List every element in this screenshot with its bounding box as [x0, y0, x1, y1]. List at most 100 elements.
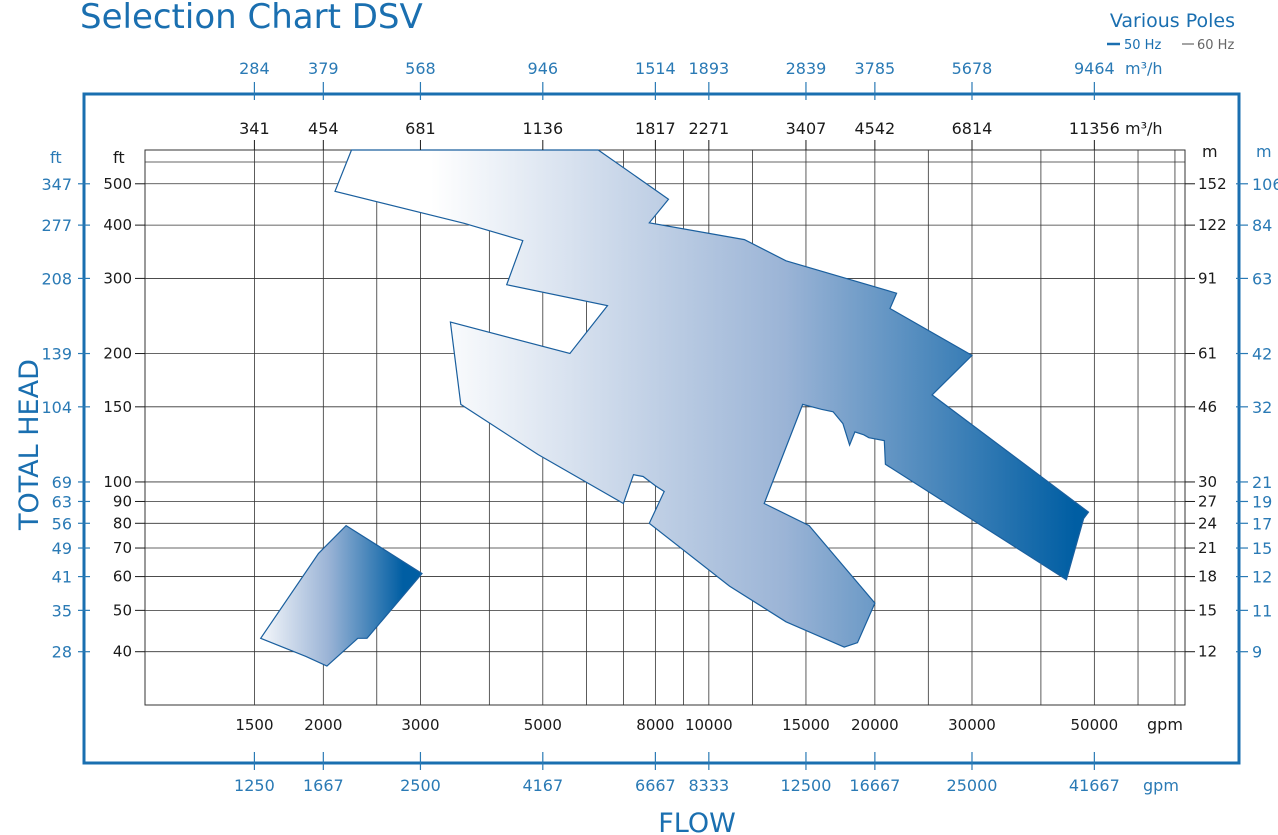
tick-m3h-60hz-9464: 9464 — [1074, 59, 1115, 78]
tick-m-50hz-21: 21 — [1198, 539, 1217, 557]
unit-ft-left-outer: ft — [50, 148, 62, 167]
tick-m3h-50hz-341: 341 — [239, 119, 270, 138]
y-axis-title: TOTAL HEAD — [14, 359, 45, 531]
tick-m3h-60hz-946: 946 — [528, 59, 559, 78]
tick-m-60hz-17: 17 — [1252, 514, 1272, 533]
tick-m-50hz-15: 15 — [1198, 601, 1217, 619]
tick-m3h-50hz-11356: 11356 — [1069, 119, 1120, 138]
tick-gpm-50hz-15000: 15000 — [782, 716, 830, 734]
tick-ft-60hz-208: 208 — [41, 269, 72, 288]
region-large — [334, 149, 1090, 648]
tick-gpm-50hz-1500: 1500 — [235, 716, 273, 734]
tick-m3h-50hz-2271: 2271 — [688, 119, 729, 138]
tick-gpm-50hz-5000: 5000 — [524, 716, 562, 734]
tick-m-50hz-12: 12 — [1198, 643, 1217, 661]
tick-gpm-50hz-8000: 8000 — [636, 716, 674, 734]
unit-m3h-top-outer: m³/h — [1125, 59, 1163, 78]
tick-m-60hz-15: 15 — [1252, 539, 1272, 558]
tick-m3h-60hz-284: 284 — [239, 59, 270, 78]
tick-m-50hz-122: 122 — [1198, 216, 1227, 234]
tick-gpm-60hz-8333: 8333 — [688, 776, 729, 795]
tick-gpm-60hz-6667: 6667 — [635, 776, 676, 795]
tick-m-50hz-27: 27 — [1198, 492, 1217, 510]
x-axis-title: FLOW — [658, 808, 736, 835]
tick-m3h-60hz-2839: 2839 — [786, 59, 827, 78]
tick-gpm-60hz-1667: 1667 — [303, 776, 344, 795]
tick-m-60hz-32: 32 — [1252, 398, 1272, 417]
tick-m3h-50hz-6814: 6814 — [952, 119, 993, 138]
tick-m3h-60hz-379: 379 — [308, 59, 339, 78]
tick-m3h-50hz-454: 454 — [308, 119, 339, 138]
tick-gpm-50hz-50000: 50000 — [1070, 716, 1118, 734]
unit-m-right-outer: m — [1256, 142, 1272, 161]
tick-ft-60hz-277: 277 — [41, 216, 72, 235]
tick-m-60hz-21: 21 — [1252, 473, 1272, 492]
tick-ft-50hz-150: 150 — [103, 398, 132, 416]
tick-gpm-60hz-12500: 12500 — [781, 776, 832, 795]
tick-m-50hz-152: 152 — [1198, 175, 1227, 193]
tick-ft-50hz-300: 300 — [103, 269, 132, 287]
tick-m3h-50hz-1136: 1136 — [522, 119, 563, 138]
tick-ft-50hz-90: 90 — [113, 492, 132, 510]
tick-ft-60hz-139: 139 — [41, 345, 72, 364]
tick-ft-50hz-70: 70 — [113, 539, 132, 557]
outer-frame — [82, 92, 1241, 765]
unit-ft-left-inner: ft — [113, 148, 125, 167]
tick-ft-60hz-49: 49 — [52, 539, 72, 558]
tick-gpm-60hz-2500: 2500 — [400, 776, 441, 795]
tick-m-50hz-91: 91 — [1198, 269, 1217, 287]
tick-ft-60hz-35: 35 — [52, 601, 72, 620]
tick-m-60hz-11: 11 — [1252, 601, 1272, 620]
tick-m3h-50hz-681: 681 — [405, 119, 436, 138]
tick-m-60hz-42: 42 — [1252, 345, 1272, 364]
tick-gpm-50hz-2000: 2000 — [304, 716, 342, 734]
tick-m3h-60hz-5678: 5678 — [952, 59, 993, 78]
tick-m-50hz-30: 30 — [1198, 473, 1217, 491]
tick-m-60hz-63: 63 — [1252, 269, 1272, 288]
tick-gpm-60hz-25000: 25000 — [947, 776, 998, 795]
tick-ft-60hz-347: 347 — [41, 175, 72, 194]
tick-ft-60hz-28: 28 — [52, 643, 72, 662]
tick-ft-60hz-69: 69 — [52, 473, 72, 492]
tick-ft-50hz-50: 50 — [113, 601, 132, 619]
tick-gpm-60hz-4167: 4167 — [522, 776, 563, 795]
tick-ft-50hz-500: 500 — [103, 175, 132, 193]
tick-ft-60hz-41: 41 — [52, 568, 72, 587]
tick-m-60hz-12: 12 — [1252, 568, 1272, 587]
legend-50hz-label: 50 Hz — [1124, 38, 1161, 53]
tick-m3h-60hz-568: 568 — [405, 59, 436, 78]
tick-m-50hz-18: 18 — [1198, 568, 1217, 586]
tick-m-60hz-106: 106 — [1252, 175, 1278, 194]
tick-m3h-50hz-3407: 3407 — [786, 119, 827, 138]
unit-gpm-bottom-inner: gpm — [1147, 715, 1183, 734]
tick-gpm-50hz-30000: 30000 — [948, 716, 996, 734]
legend: Various Poles 50 Hz 60 Hz — [1107, 10, 1235, 53]
tick-m3h-60hz-3785: 3785 — [855, 59, 896, 78]
tick-m3h-60hz-1514: 1514 — [635, 59, 676, 78]
tick-m-50hz-24: 24 — [1198, 514, 1217, 532]
tick-ft-50hz-60: 60 — [113, 568, 132, 586]
tick-ft-50hz-200: 200 — [103, 345, 132, 363]
tick-m-60hz-84: 84 — [1252, 216, 1272, 235]
tick-m3h-50hz-1817: 1817 — [635, 119, 676, 138]
tick-gpm-60hz-1250: 1250 — [234, 776, 275, 795]
tick-gpm-60hz-16667: 16667 — [849, 776, 900, 795]
legend-title: Various Poles — [1110, 10, 1235, 32]
tick-m-50hz-61: 61 — [1198, 345, 1217, 363]
region-small — [259, 524, 423, 667]
tick-m3h-60hz-1893: 1893 — [688, 59, 729, 78]
tick-gpm-50hz-20000: 20000 — [851, 716, 899, 734]
tick-m-60hz-19: 19 — [1252, 492, 1272, 511]
tick-m-50hz-46: 46 — [1198, 398, 1217, 416]
chart-title: Selection Chart DSV — [80, 0, 423, 37]
tick-ft-60hz-63: 63 — [52, 492, 72, 511]
tick-m3h-50hz-4542: 4542 — [855, 119, 896, 138]
unit-m3h-top-inner: m³/h — [1125, 119, 1163, 138]
tick-ft-50hz-100: 100 — [103, 473, 132, 491]
legend-60hz-label: 60 Hz — [1197, 38, 1234, 53]
tick-ft-60hz-56: 56 — [52, 514, 72, 533]
performance-regions — [259, 149, 1090, 667]
tick-ft-50hz-400: 400 — [103, 216, 132, 234]
unit-gpm-bottom-outer: gpm — [1143, 776, 1179, 795]
